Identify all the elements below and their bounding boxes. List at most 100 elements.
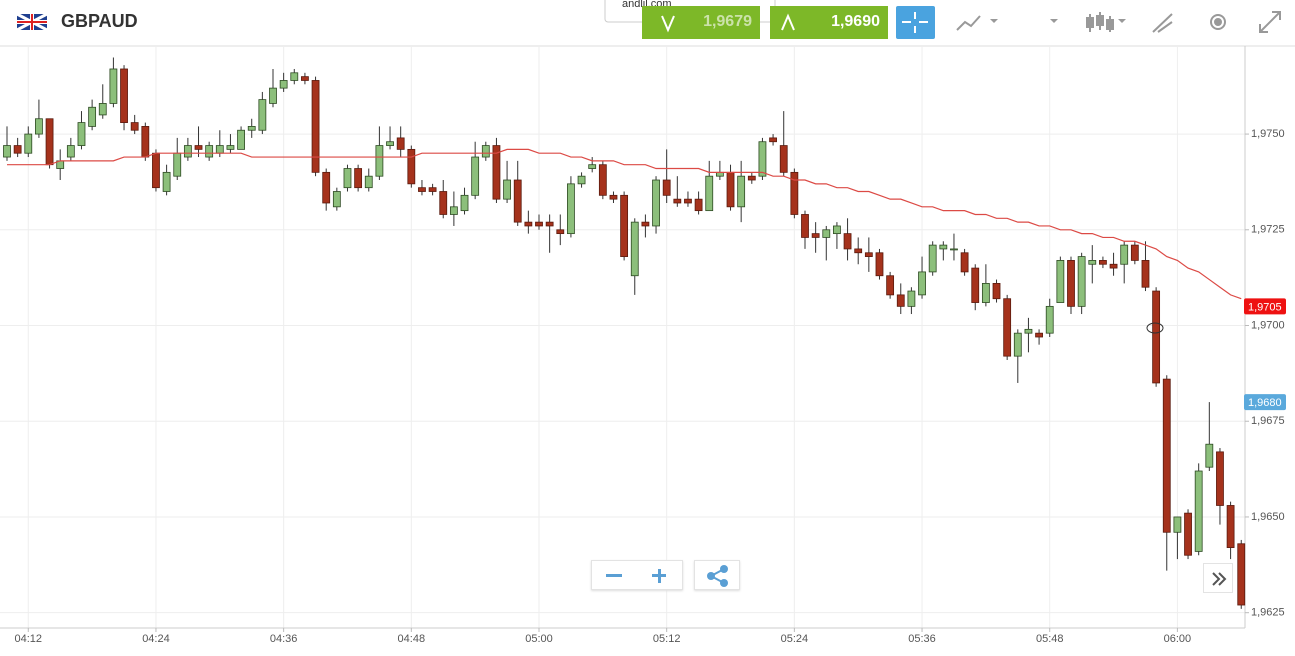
share-button[interactable] xyxy=(694,560,740,590)
candle-body xyxy=(279,80,288,89)
candle-body xyxy=(918,271,926,296)
candle-body xyxy=(1013,332,1022,357)
price-label-box xyxy=(1244,298,1286,315)
candle-body xyxy=(1162,378,1171,533)
candle-body xyxy=(1099,260,1107,265)
candle-body xyxy=(747,175,756,181)
sell-button[interactable] xyxy=(642,6,760,39)
candle-body xyxy=(971,267,980,303)
candle-body xyxy=(1088,260,1097,265)
candle-body xyxy=(322,171,331,204)
candle-body xyxy=(13,145,22,154)
candle-body xyxy=(301,76,309,81)
x-tick-label: 05:36 xyxy=(908,633,936,645)
candle-body xyxy=(258,99,267,131)
candle-body xyxy=(354,168,363,189)
candle-body xyxy=(833,225,841,235)
candle-body xyxy=(183,145,192,158)
y-tick-label: 1,9750 xyxy=(1251,128,1285,140)
x-tick-label: 04:48 xyxy=(398,633,426,645)
crosshair-button[interactable] xyxy=(896,6,935,39)
y-tick-label: 1,9700 xyxy=(1251,319,1285,331)
candle-body xyxy=(1237,543,1246,606)
candle-body xyxy=(598,164,607,196)
candle-body xyxy=(1120,244,1129,265)
candle-body xyxy=(652,179,660,227)
ask-price: 1,9690 xyxy=(831,13,880,30)
candle-body xyxy=(215,145,224,154)
candle-body xyxy=(290,72,299,81)
candle-body xyxy=(726,171,735,208)
candle-body xyxy=(875,252,884,277)
zoom-in-button[interactable] xyxy=(652,568,666,583)
candle-body xyxy=(577,175,586,185)
candle-body xyxy=(1045,305,1054,334)
candle-body xyxy=(471,156,480,196)
x-tick-label: 06:00 xyxy=(1164,633,1192,645)
candle-body xyxy=(162,171,171,192)
price-label: 1,9680 xyxy=(1248,397,1282,409)
candle-body xyxy=(886,275,895,296)
bid-price: 1,9679 xyxy=(703,13,752,30)
candle-body xyxy=(120,68,128,123)
candle-body xyxy=(3,145,11,158)
candle-body xyxy=(907,290,916,307)
candle-body xyxy=(98,103,107,116)
candle-body xyxy=(1184,512,1192,556)
candle-body xyxy=(609,194,618,200)
candle-body xyxy=(630,221,639,277)
candle-body xyxy=(811,233,820,238)
candle-body xyxy=(386,141,394,146)
candle-body xyxy=(418,187,426,192)
candle-body xyxy=(269,87,277,104)
candle-body xyxy=(237,129,245,150)
candle-body xyxy=(407,148,416,185)
candle-body xyxy=(1056,260,1065,303)
candle-body xyxy=(588,164,597,169)
y-tick-label: 1,9675 xyxy=(1251,415,1285,427)
sell-icon xyxy=(661,15,675,33)
candle-body xyxy=(790,171,799,215)
candle-body xyxy=(1152,290,1161,384)
candle-body xyxy=(375,145,384,177)
candle-body xyxy=(705,175,714,212)
candle-body xyxy=(1024,328,1033,334)
x-tick-label: 05:12 xyxy=(653,633,681,645)
candle-body xyxy=(396,137,405,150)
candle-body xyxy=(896,294,905,307)
candle-body xyxy=(769,137,777,143)
candle-body xyxy=(226,145,235,150)
candle-body xyxy=(960,252,969,273)
y-tick-label: 1,9725 xyxy=(1251,224,1285,236)
candle-body xyxy=(152,152,160,189)
candle-body xyxy=(535,221,543,227)
candle-body xyxy=(24,133,33,154)
candle-body xyxy=(1003,298,1012,357)
candle-body xyxy=(1173,516,1182,533)
candle-body xyxy=(1035,332,1043,338)
share-icon xyxy=(707,565,728,587)
scroll-end-button[interactable] xyxy=(1203,563,1233,593)
candle-body xyxy=(673,198,682,204)
candle-body xyxy=(641,221,650,227)
x-tick-label: 05:24 xyxy=(781,633,809,645)
buy-button[interactable] xyxy=(770,6,888,39)
candle-body xyxy=(364,175,373,189)
candle-body xyxy=(939,244,948,250)
candle-body xyxy=(928,244,937,273)
candle-body xyxy=(141,126,150,158)
candle-body xyxy=(1194,470,1203,552)
zoom-out-button[interactable] xyxy=(606,574,622,577)
candle-body xyxy=(822,229,831,238)
candle-body xyxy=(1109,263,1118,269)
candle-body xyxy=(311,80,320,173)
toolbar-icons xyxy=(956,11,1281,33)
candle-body xyxy=(1216,451,1224,506)
y-tick-label: 1,9650 xyxy=(1251,511,1285,523)
candle-body xyxy=(801,214,809,238)
candle-body xyxy=(130,122,139,131)
y-tick-label: 1,9625 xyxy=(1251,607,1285,619)
candle-body xyxy=(513,179,522,223)
